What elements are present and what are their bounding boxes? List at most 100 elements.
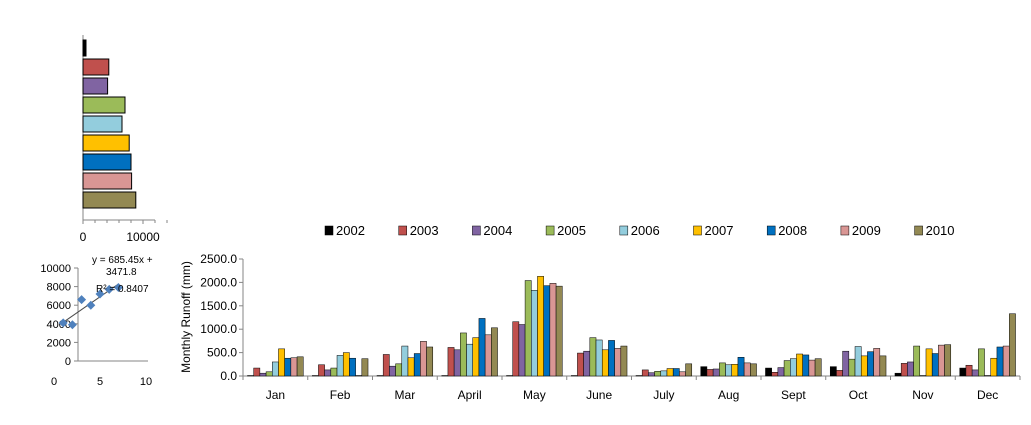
legend-label-2009: 2009 (852, 223, 881, 238)
bar-2009-Sept (808, 359, 816, 377)
bar-2009-June (614, 348, 622, 377)
bar-2007-Nov (925, 348, 933, 377)
main-y-tick-label: 2000.0 (200, 275, 237, 289)
bar-2002-Dec (959, 367, 967, 377)
bar-2008-April (478, 318, 486, 377)
bar-2005-Feb (330, 367, 338, 377)
bar-2007-Dec (990, 357, 998, 377)
bar-2003-April (447, 347, 455, 377)
bar-2007-Mar (407, 357, 415, 377)
legend-swatch-2009 (840, 225, 850, 236)
scatter-y-tick-label: 10000 (40, 263, 71, 275)
bar-2006-Sept (790, 358, 797, 377)
bar-2005-Oct (848, 358, 856, 377)
bar-2010-May (555, 285, 563, 377)
bar-2006-Mar (401, 345, 409, 377)
legend-swatch-2003 (398, 225, 407, 236)
bar-2007-Feb (342, 352, 350, 377)
bar-2009-Mar (420, 341, 427, 377)
bar-2002-Oct (829, 366, 837, 377)
bar-2004-Nov (907, 361, 914, 377)
bar-2010-Feb (361, 358, 369, 377)
bar-2010-Aug (750, 363, 757, 377)
main-x-tick-label: July (653, 388, 674, 402)
bar-2008-Oct (867, 351, 874, 377)
bar-2007-Oct (860, 355, 868, 377)
hbar-x-tick-label: 0 (80, 230, 87, 244)
bar-2005-July (654, 371, 662, 377)
scatter-point (86, 300, 96, 310)
bar-2005-May (524, 280, 532, 377)
hbar-bar-2007 (82, 134, 130, 152)
bar-2010-Sept (814, 358, 822, 377)
bar-2007-April (472, 337, 480, 377)
bar-2010-Mar (426, 346, 434, 377)
legend-label-2006: 2006 (631, 223, 660, 238)
bar-2003-May (512, 321, 520, 377)
hbar-bar-2006 (82, 115, 123, 133)
hbar-bar-2010 (82, 191, 137, 209)
bar-2008-Sept (802, 354, 810, 377)
main-x-tick-label: Jan (266, 388, 285, 402)
hbar-bar-2003 (82, 58, 110, 76)
scatter-point (58, 318, 68, 328)
bar-2005-April (460, 332, 467, 377)
bar-2009-April (484, 334, 492, 377)
scatter-x-tick-label: 5 (97, 376, 103, 388)
hbar-bar-2009 (82, 172, 133, 190)
bar-2010-Jan (296, 356, 304, 377)
bar-2008-Nov (931, 353, 939, 377)
hbar-bar-2008 (82, 153, 132, 171)
hbar-bar-2004 (82, 77, 109, 95)
scatter-equation-line: 3471.8 (106, 267, 137, 278)
bar-2002-Nov (894, 372, 902, 377)
bar-2003-June (577, 352, 584, 377)
bar-2009-Oct (873, 348, 881, 377)
bar-2005-Aug (719, 362, 726, 377)
bar-2007-Aug (731, 364, 739, 377)
bar-2006-Feb (336, 355, 344, 377)
bar-2004-Oct (842, 350, 850, 377)
bar-2008-Feb (349, 357, 356, 377)
bar-2005-Sept (783, 360, 791, 377)
legend-label-2004: 2004 (483, 223, 512, 238)
bar-2007-June (601, 349, 609, 377)
main-x-tick-label: May (523, 388, 546, 402)
legend-label-2007: 2007 (705, 223, 734, 238)
bar-2006-Oct (854, 346, 862, 377)
bar-2009-May (549, 283, 557, 377)
main-y-tick-label: 1000.0 (200, 322, 237, 336)
bar-2006-June (595, 339, 603, 377)
main-y-axis-label: Monthly Runoff (mm) (179, 261, 193, 373)
main-y-tick-label: 2500.0 (200, 252, 237, 266)
main-y-tick-label: 500.0 (207, 346, 237, 360)
bar-2009-Aug (743, 362, 751, 377)
bar-2008-Aug (737, 357, 745, 377)
hbar-x-tick-label: 10000 (126, 230, 160, 244)
bar-2003-Feb (318, 364, 325, 377)
scatter-point (104, 284, 114, 294)
bar-2009-July (679, 371, 686, 377)
bar-2004-Jan (259, 372, 267, 377)
legend-label-2002: 2002 (336, 223, 365, 238)
bar-2003-Aug (706, 369, 714, 377)
bar-2010-June (620, 345, 628, 377)
bar-2008-May (543, 285, 551, 377)
scatter-point (95, 289, 105, 299)
bar-2007-Jan (278, 348, 285, 377)
main-x-tick-label: Feb (330, 388, 351, 402)
bar-2004-Dec (971, 369, 979, 377)
bar-2008-Dec (996, 346, 1004, 377)
scatter-y-tick-label: 6000 (47, 300, 71, 312)
scatter-y-tick-label: 8000 (47, 282, 71, 294)
bar-2004-June (583, 350, 591, 377)
bar-2008-June (608, 340, 615, 377)
bar-2003-Nov (900, 363, 908, 377)
bar-2002-Sept (765, 367, 772, 377)
scatter-y-tick-label: 4000 (47, 319, 71, 331)
main-x-tick-label: Aug (718, 388, 739, 402)
scatter-y-tick-label: 0 (65, 356, 71, 368)
legend-swatch-2005 (545, 225, 555, 236)
bar-2008-Mar (413, 353, 421, 377)
bar-2004-Feb (324, 369, 332, 377)
